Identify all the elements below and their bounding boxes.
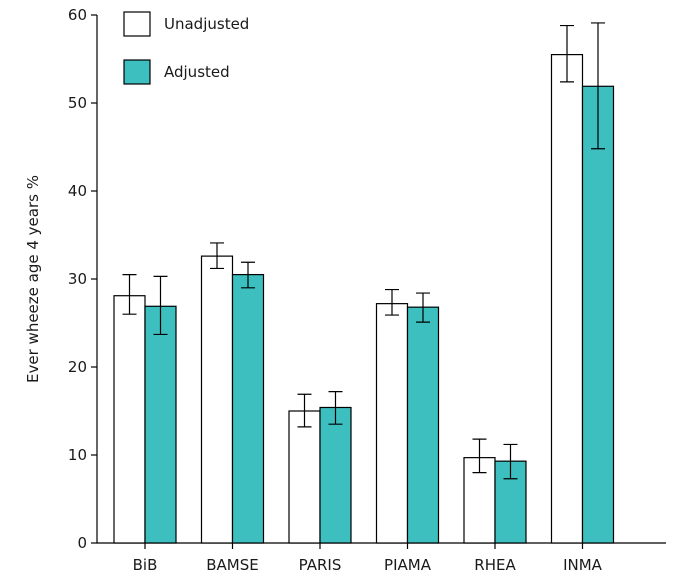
error-bar-unadjusted-bamse <box>210 242 224 270</box>
bar-adjusted-paris <box>319 406 352 544</box>
error-bar-adjusted-rhea <box>503 443 518 480</box>
y-tick-label: 0 <box>77 534 87 552</box>
bar-unadjusted-inma <box>550 53 584 544</box>
y-tick-label: 40 <box>68 182 87 200</box>
y-tick-label: 20 <box>68 358 87 376</box>
legend-label-unadjusted: Unadjusted <box>164 15 249 33</box>
y-tick-label: 30 <box>68 270 87 288</box>
error-bar-adjusted-inma <box>591 22 605 150</box>
error-bar-unadjusted-bib <box>122 274 137 315</box>
y-tick-label: 50 <box>68 94 87 112</box>
error-bar-unadjusted-piama <box>385 288 399 316</box>
legend: Unadjusted Adjusted <box>123 11 249 85</box>
bar-adjusted-piama <box>406 306 440 544</box>
bar-adjusted-bib <box>144 305 177 544</box>
bar-adjusted-bamse <box>231 274 265 544</box>
bar-unadjusted-bib <box>113 295 146 544</box>
error-bar-unadjusted-rhea <box>472 438 487 474</box>
x-tick-label: PIAMA <box>384 556 432 574</box>
y-tick-label: 10 <box>68 446 87 464</box>
y-tick-label: 60 <box>68 6 87 24</box>
bars <box>113 53 615 544</box>
error-bar-adjusted-paris <box>328 391 343 425</box>
y-axis-label: Ever wheeze age 4 years % <box>24 175 42 383</box>
legend-swatch-adjusted <box>123 59 151 85</box>
error-bar-adjusted-piama <box>416 292 430 323</box>
bar-unadjusted-bamse <box>200 255 234 544</box>
x-tick-label: INMA <box>563 556 603 574</box>
error-bar-adjusted-bib <box>153 275 168 336</box>
error-bar-adjusted-bamse <box>241 261 255 289</box>
x-tick-labels: BiB BAMSE PARIS PIAMA RHEA INMA <box>133 543 603 574</box>
x-tick-label: RHEA <box>474 556 516 574</box>
error-bar-unadjusted-inma <box>560 24 574 83</box>
y-tick-labels: 0 10 20 30 40 50 60 <box>68 6 97 552</box>
x-tick-label: BAMSE <box>206 556 259 574</box>
bar-adjusted-inma <box>581 85 615 544</box>
x-tick-label: BiB <box>133 556 158 574</box>
legend-swatch-unadjusted <box>123 11 151 37</box>
x-tick-label: PARIS <box>299 556 342 574</box>
error-bar-unadjusted-paris <box>297 393 312 428</box>
legend-label-adjusted: Adjusted <box>164 63 230 81</box>
bar-unadjusted-piama <box>375 303 409 544</box>
bar-unadjusted-paris <box>288 410 321 544</box>
error-bars <box>122 22 605 480</box>
